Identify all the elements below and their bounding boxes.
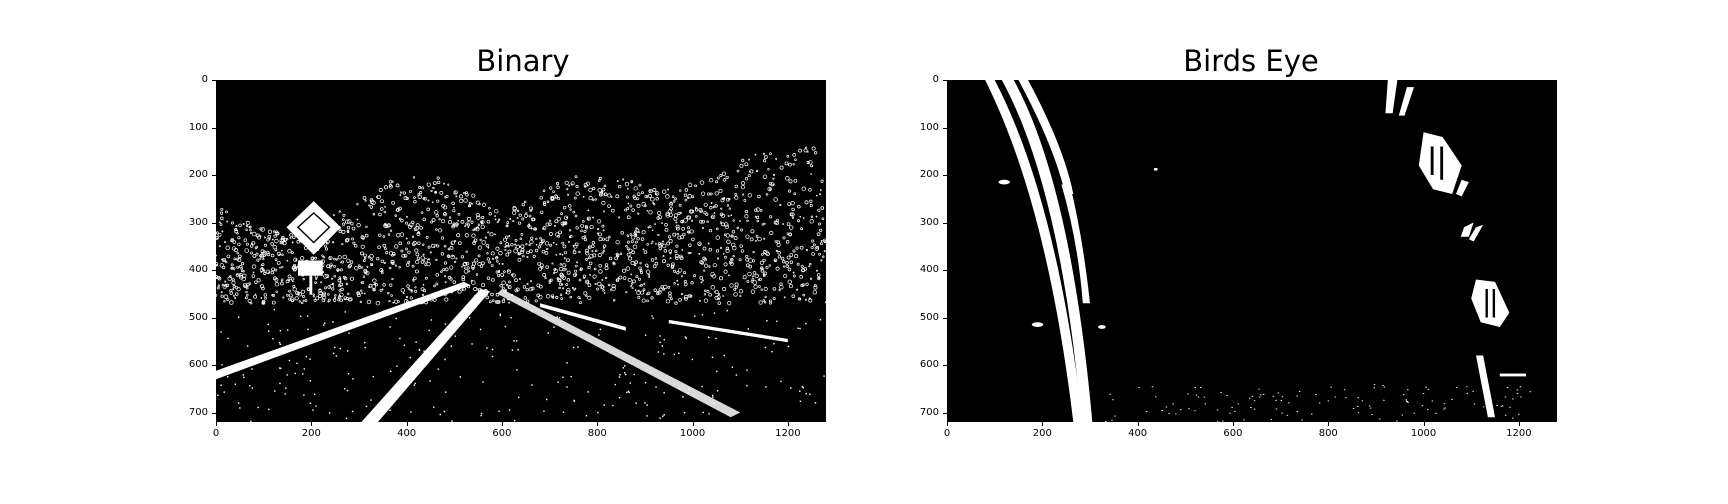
- y-tick-label: 500: [919, 311, 939, 323]
- x-tick-mark: [1232, 422, 1234, 426]
- y-tick-mark: [212, 127, 216, 129]
- x-tick-mark: [787, 422, 789, 426]
- x-tick-label: 800: [587, 428, 607, 439]
- y-tick-mark: [212, 412, 216, 414]
- birds-eye-title: Birds Eye: [1183, 44, 1319, 78]
- x-tick-mark: [1042, 422, 1044, 426]
- x-tick-label: 200: [1032, 428, 1052, 439]
- x-tick-mark: [597, 422, 599, 426]
- x-tick-label: 1000: [679, 428, 706, 439]
- y-tick-mark: [943, 127, 947, 129]
- binary-image: [216, 80, 826, 422]
- y-tick-label: 200: [919, 169, 939, 180]
- y-tick-label: 0: [201, 74, 208, 85]
- x-tick-mark: [947, 422, 948, 426]
- birds-eye-left-lane-mid: [1001, 80, 1093, 422]
- x-tick-label: 200: [301, 428, 321, 439]
- y-tick-label: 300: [188, 216, 208, 228]
- x-tick-label: 1200: [775, 428, 801, 439]
- x-tick-mark: [406, 422, 408, 426]
- binary-title: Binary: [476, 44, 570, 78]
- y-tick-mark: [943, 317, 947, 319]
- x-tick-mark: [1328, 422, 1330, 426]
- x-tick-label: 0: [943, 428, 951, 439]
- x-tick-mark: [1423, 422, 1425, 426]
- birds-eye-image-canvas: [947, 80, 1557, 422]
- birds-eye-left-lane-outer: [985, 80, 1083, 422]
- x-tick-label: 800: [1318, 428, 1338, 439]
- birds-eye-image: [947, 80, 1557, 422]
- y-tick-mark: [943, 222, 947, 224]
- binary-left-lane: [216, 281, 471, 380]
- x-tick-label: 0: [212, 428, 220, 439]
- y-tick-mark: [943, 80, 947, 81]
- y-tick-mark: [212, 222, 216, 224]
- y-tick-label: 100: [919, 121, 939, 133]
- x-tick-mark: [311, 422, 313, 426]
- x-tick-label: 1000: [1410, 428, 1437, 439]
- y-tick-mark: [212, 270, 216, 271]
- birds-eye-bottom-noise: [1104, 384, 1531, 422]
- binary-image-canvas: [216, 80, 826, 422]
- y-tick-label: 700: [919, 406, 939, 418]
- y-tick-mark: [943, 365, 947, 366]
- y-tick-mark: [212, 317, 216, 319]
- binary-center-lane: [361, 289, 491, 422]
- x-tick-mark: [501, 422, 503, 426]
- y-tick-label: 200: [188, 169, 208, 180]
- y-tick-label: 400: [919, 264, 939, 275]
- x-tick-label: 1200: [1506, 428, 1532, 439]
- x-tick-mark: [216, 422, 217, 426]
- binary-right-lane: [497, 289, 741, 418]
- y-tick-mark: [212, 365, 216, 366]
- y-tick-label: 100: [188, 121, 208, 133]
- binary-road-sign: [286, 201, 341, 255]
- x-tick-label: 400: [397, 428, 417, 439]
- y-tick-label: 300: [919, 216, 939, 228]
- x-tick-label: 400: [1128, 428, 1148, 439]
- y-tick-mark: [212, 80, 216, 81]
- y-tick-mark: [212, 175, 216, 176]
- y-tick-label: 600: [188, 359, 208, 370]
- y-tick-label: 600: [919, 359, 939, 370]
- y-tick-mark: [943, 270, 947, 271]
- y-tick-label: 700: [188, 406, 208, 418]
- binary-tree-noise: [216, 146, 826, 422]
- x-tick-mark: [1518, 422, 1520, 426]
- y-tick-label: 0: [932, 74, 939, 85]
- y-tick-label: 400: [188, 264, 208, 275]
- x-tick-label: 600: [1223, 428, 1243, 439]
- y-tick-label: 500: [188, 311, 208, 323]
- x-tick-mark: [1137, 422, 1139, 426]
- x-tick-mark: [692, 422, 694, 426]
- x-tick-label: 600: [492, 428, 512, 439]
- y-tick-mark: [943, 412, 947, 414]
- y-tick-mark: [943, 175, 947, 176]
